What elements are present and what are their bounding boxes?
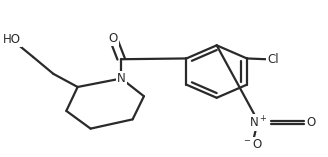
Text: Cl: Cl bbox=[267, 53, 278, 66]
Text: HO: HO bbox=[3, 33, 21, 46]
Text: N: N bbox=[117, 72, 126, 85]
Text: $^-$O: $^-$O bbox=[242, 138, 263, 151]
Text: O: O bbox=[109, 32, 118, 45]
Text: O: O bbox=[306, 116, 316, 129]
Text: N$^+$: N$^+$ bbox=[250, 115, 268, 130]
